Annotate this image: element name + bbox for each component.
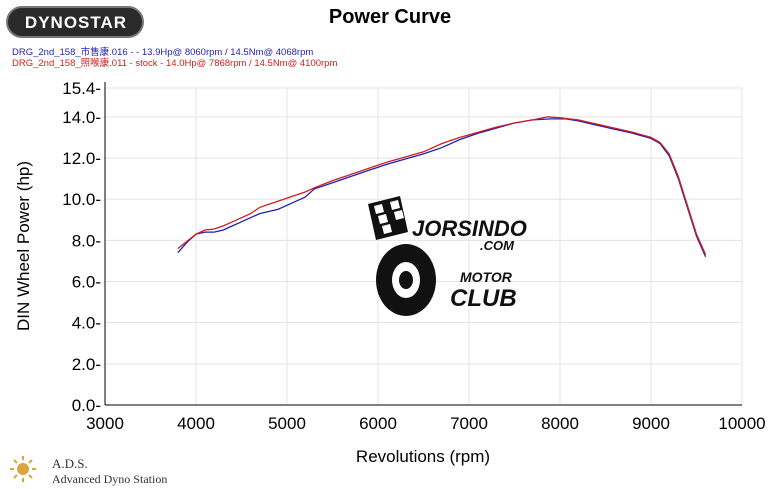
tire-icon (376, 244, 436, 316)
chart-title: Power Curve (328, 6, 452, 28)
y-axis-label: DIN Wheel Power (hp) (14, 161, 33, 331)
axes (104, 82, 742, 406)
x-tick-label: 4000 (177, 414, 215, 433)
legend-entry-series-1: DRG_2nd_158_市售康.016 - - 13.9Hp@ 8060rpm … (12, 47, 314, 58)
x-tick-label: 10000 (718, 414, 765, 433)
y-tick-label: 2.0- (72, 355, 101, 374)
legend-entry-series-2: DRG_2nd_158_照喉康.011 - stock - 14.0Hp@ 78… (12, 58, 338, 69)
svg-text:JORSINDO: JORSINDO (412, 216, 527, 241)
y-tick-label: 8.0- (72, 231, 101, 250)
x-tick-label: 3000 (86, 414, 124, 433)
ads-logo-icon (8, 454, 38, 484)
x-tick-label: 8000 (541, 414, 579, 433)
y-tick-label: 15.4- (62, 79, 101, 98)
x-axis-label: Revolutions (rpm) (356, 447, 490, 466)
y-tick-label: 10.0- (62, 190, 101, 209)
grid-lines (104, 87, 743, 406)
y-tick-label: 14.0- (62, 108, 101, 127)
y-tick-label: 0.0- (72, 396, 101, 415)
svg-text:CLUB: CLUB (450, 285, 517, 312)
checkered-flag-icon (368, 196, 408, 240)
series-line-1 (177, 118, 707, 258)
x-tick-label: 7000 (450, 414, 488, 433)
svg-text:MOTOR: MOTOR (460, 269, 513, 285)
footer-subtitle: Advanced Dyno Station (52, 472, 168, 486)
x-tick-label: 5000 (268, 414, 306, 433)
series-line-2 (177, 116, 707, 255)
x-tick-labels: 3000 4000 5000 6000 7000 8000 9000 10000 (86, 414, 766, 433)
y-tick-label: 12.0- (62, 149, 101, 168)
y-tick-label: 6.0- (72, 272, 101, 291)
x-tick-label: 6000 (359, 414, 397, 433)
svg-text:.COM: .COM (480, 238, 515, 253)
footer-name: A.D.S. (52, 456, 88, 471)
series-lines (177, 116, 707, 258)
x-tick-label: 9000 (632, 414, 670, 433)
brand-text: DYNOSTAR (25, 13, 127, 32)
y-tick-label: 4.0- (72, 314, 101, 333)
dynostar-logo: DYNOSTAR (6, 6, 146, 38)
jorsindo-watermark: JORSINDO .COM MOTOR CLUB (360, 192, 550, 322)
y-tick-labels: 0.0- 2.0- 4.0- 6.0- 8.0- 10.0- 12.0- 14.0- 15.4- (62, 79, 101, 415)
